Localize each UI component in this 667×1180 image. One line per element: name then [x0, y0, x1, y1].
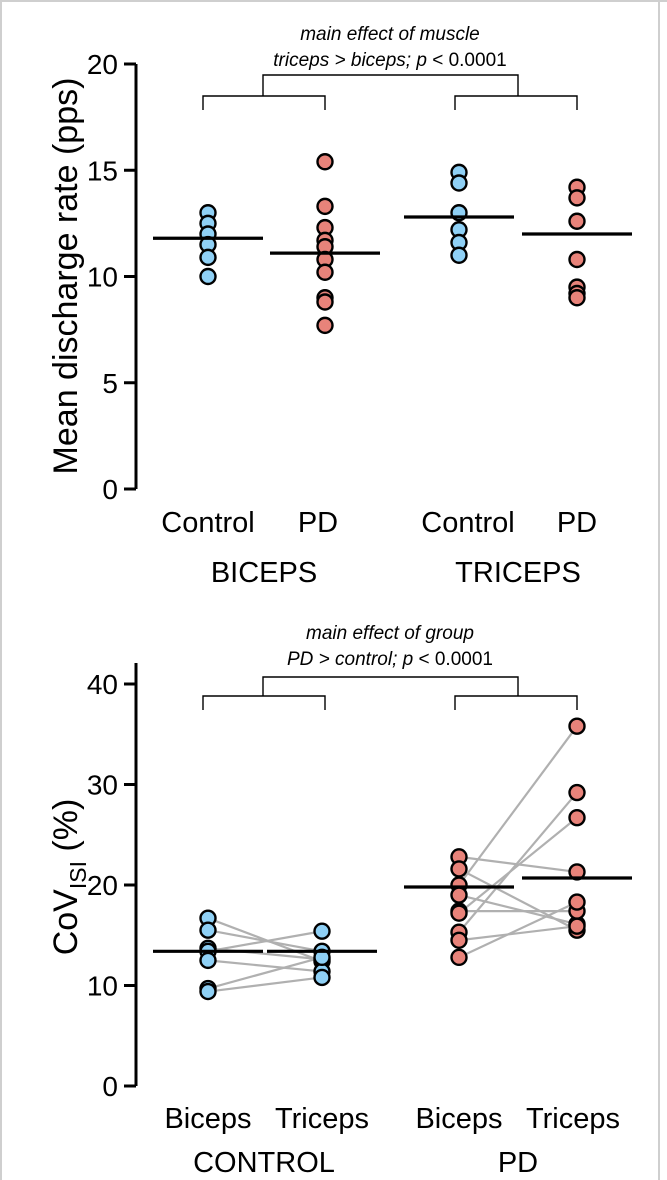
y-axis-title-main: CoV	[47, 889, 85, 955]
paired-line	[458, 791, 578, 933]
annotation-line-2: PD > control; p < 0.0001	[287, 649, 493, 670]
y-axis-title: CoVISI (%)	[47, 799, 91, 956]
y-tick-label: 40	[87, 669, 118, 700]
data-point	[450, 931, 468, 949]
data-point	[313, 968, 331, 987]
plot-marks	[153, 153, 632, 335]
y-axis-title-subscript: ISI	[65, 861, 91, 889]
data-point	[450, 246, 468, 264]
data-point	[568, 189, 586, 207]
panel-cov-isi: 0 10 20 30 40 CoVISI (%) main effect of grou…	[47, 623, 632, 1179]
x-category-label: Triceps	[275, 1103, 369, 1135]
annotation-line-2-italic: PD > control; p	[287, 649, 413, 670]
significance-bracket	[202, 676, 578, 710]
bracket-control	[202, 695, 326, 710]
y-tick-label: 5	[102, 368, 118, 399]
data-point	[199, 248, 217, 267]
data-point	[199, 982, 217, 1001]
bracket-biceps	[202, 95, 326, 110]
y-axis-title-rest: (%)	[47, 799, 85, 861]
data-point	[450, 860, 468, 878]
y-tick-label: 20	[87, 49, 118, 80]
paired-line	[458, 901, 578, 959]
y-tick-label: 15	[87, 155, 118, 186]
annotation-line-1: main effect of muscle	[300, 24, 480, 45]
data-point	[199, 267, 217, 286]
paired-line	[207, 956, 323, 990]
annotation-line-2-rest: < 0.0001	[427, 50, 507, 71]
x-group-label: BICEPS	[211, 557, 317, 589]
bracket-top	[262, 74, 519, 96]
data-point	[316, 197, 334, 216]
data-point	[568, 212, 586, 230]
data-point	[316, 263, 334, 281]
data-point	[316, 293, 334, 311]
data-point	[568, 717, 586, 735]
y-axis-ticks: 0 5 10 15 20	[87, 49, 136, 505]
x-category-label: PD	[557, 507, 597, 539]
y-axis-title: Mean discharge rate (pps)	[47, 78, 85, 475]
bracket-top	[262, 676, 519, 696]
data-point	[568, 808, 586, 827]
plot-marks	[153, 717, 632, 1001]
x-category-label: Biceps	[415, 1103, 502, 1135]
panel-discharge-rate: 0 5 10 15 20 Mean discharge rate (pps) main …	[47, 24, 632, 589]
paired-line	[458, 725, 578, 886]
x-group-label: PD	[498, 1147, 538, 1179]
x-group-label: CONTROL	[193, 1147, 335, 1179]
y-tick-label: 30	[87, 770, 118, 801]
data-point	[450, 948, 468, 967]
paired-line	[458, 816, 578, 914]
data-point	[316, 316, 334, 335]
annotation-line-2-italic: triceps > biceps; p	[273, 50, 427, 71]
data-point	[450, 904, 468, 922]
x-category-label: PD	[298, 507, 338, 539]
data-point	[568, 917, 586, 935]
y-tick-label: 10	[87, 971, 118, 1002]
paired-line	[207, 930, 323, 953]
bracket-triceps	[454, 95, 578, 110]
y-tick-label: 20	[87, 870, 118, 901]
data-point	[450, 886, 468, 904]
annotation-line-1: main effect of group	[306, 623, 474, 644]
x-category-label: Biceps	[164, 1103, 251, 1135]
y-tick-label: 10	[87, 262, 118, 293]
annotation-line-2-rest: < 0.0001	[413, 649, 493, 670]
y-axis-ticks: 0 10 20 30 40	[87, 669, 136, 1102]
data-point	[568, 783, 586, 802]
data-point	[450, 174, 468, 192]
data-point	[313, 922, 331, 940]
paired-line	[458, 893, 578, 926]
data-point	[568, 893, 586, 911]
y-tick-label: 0	[102, 1071, 118, 1102]
paired-line	[207, 976, 323, 993]
x-category-label: Triceps	[526, 1103, 620, 1135]
annotation-line-2: triceps > biceps; p < 0.0001	[273, 50, 506, 71]
paired-line	[207, 959, 323, 973]
x-category-label: Control	[161, 507, 255, 539]
x-category-label: Control	[421, 507, 515, 539]
significance-bracket	[202, 74, 578, 110]
bracket-pd	[454, 695, 578, 710]
data-point	[316, 153, 334, 171]
data-point	[568, 250, 586, 269]
x-group-label: TRICEPS	[455, 557, 581, 589]
y-tick-label: 0	[102, 474, 118, 505]
data-point	[199, 921, 217, 939]
paired-line	[458, 925, 578, 942]
data-point	[199, 951, 217, 970]
data-point	[568, 289, 586, 307]
